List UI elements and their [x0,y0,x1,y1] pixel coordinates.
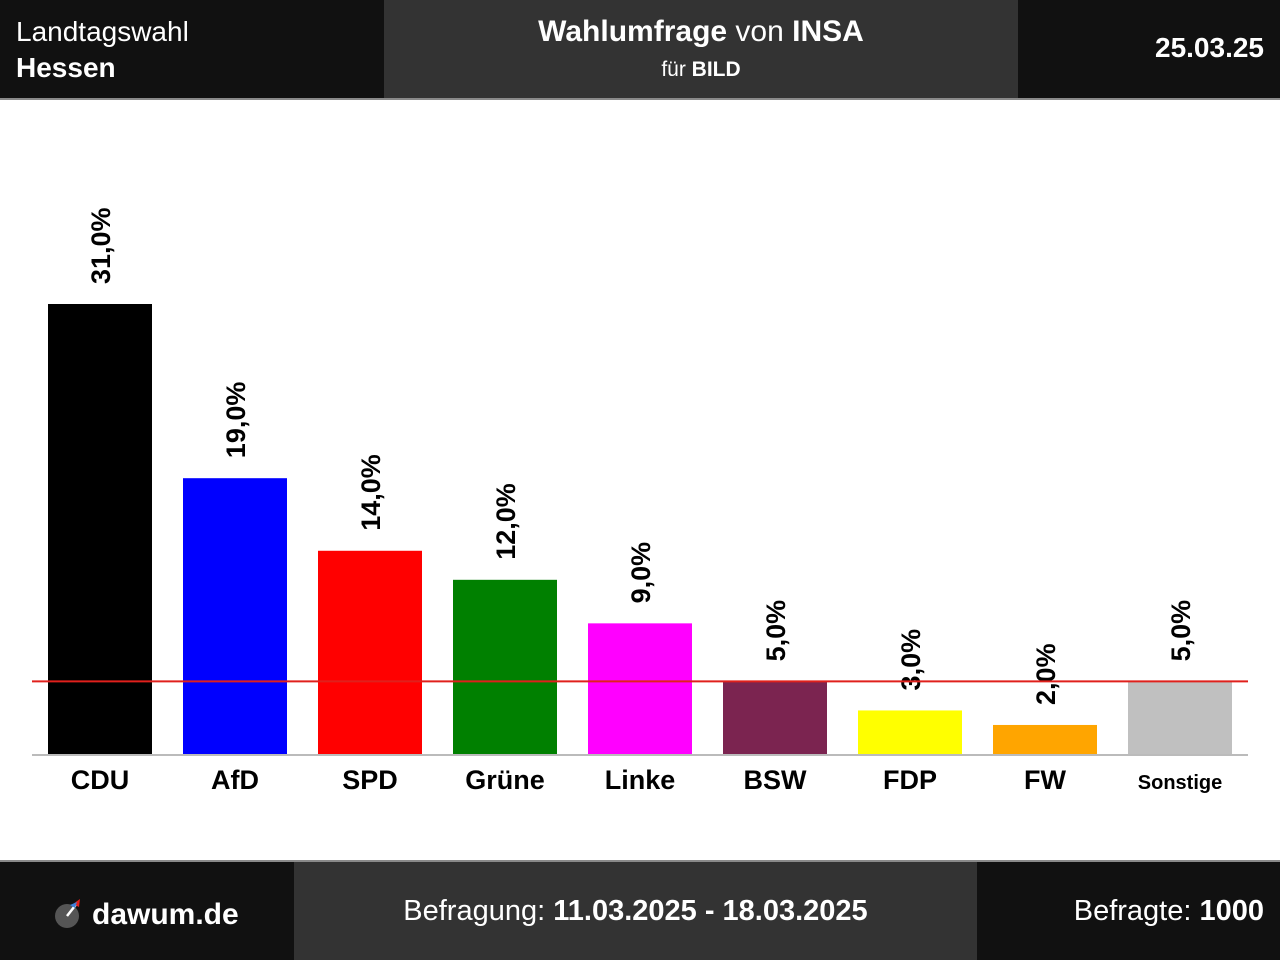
publication-date: 25.03.25 [1155,32,1264,63]
poll-title: Wahlumfrage von INSA [384,15,1018,49]
client-name: BILD [691,58,741,81]
category-label-linke: Linke [605,765,676,795]
bar-spd [318,550,422,754]
header-date-panel: 25.03.25 [1018,0,1280,98]
value-label-linke: 9,0% [626,542,656,604]
value-label-gr-ne: 12,0% [491,483,521,560]
election-type: Landtagswahl [16,16,189,47]
respondents: Befragte: 1000 [1074,895,1264,928]
bar-linke [588,623,692,754]
header: Landtagswahl Hessen Wahlumfrage von INSA… [0,0,1280,100]
value-label-bsw: 5,0% [761,600,791,662]
footer-brand-panel[interactable]: dawum.de [0,862,294,960]
fieldwork-period: Befragung: 11.03.2025 - 18.03.2025 [294,895,977,928]
category-label-bsw: BSW [744,765,808,795]
footer-respondents-panel: Befragte: 1000 [977,862,1280,960]
category-label-cdu: CDU [71,765,130,795]
value-label-fw: 2,0% [1031,643,1061,705]
category-label-fw: FW [1024,765,1066,795]
header-divider [0,98,1280,100]
fieldwork-dates: 11.03.2025 - 18.03.2025 [553,895,868,927]
header-title-panel: Wahlumfrage von INSA für BILD [384,0,1018,98]
value-label-afd: 19,0% [221,382,251,459]
category-label-gr-ne: Grüne [465,765,545,795]
poll-client: für BILD [384,58,1018,82]
footer-divider [0,860,1280,862]
bar-chart: 31,0% CDU 19,0% AfD 14,0% SPD 12,0% Grüne 9,0% Li… [32,207,1248,795]
value-label-fdp: 3,0% [896,629,926,691]
value-label-spd: 14,0% [356,454,386,531]
category-label-afd: AfD [211,765,259,795]
dawum-logo-icon [55,899,80,928]
bar-fw [993,724,1097,754]
respondents-count: 1000 [1199,895,1264,927]
brand-name: dawum.de [92,898,239,931]
footer: dawum.de Befragung: 11.03.2025 - 18.03.2… [0,860,1280,960]
value-label-sonstige: 5,0% [1166,600,1196,662]
fieldwork-label: Befragung: [403,895,546,927]
bar-sonstige [1128,681,1232,754]
bar-afd [183,478,287,754]
bar-cdu [48,304,152,754]
category-label-sonstige: Sonstige [1138,772,1222,794]
poll-title-word: Wahlumfrage [538,15,728,48]
bar-fdp [858,710,962,754]
footer-fieldwork-panel: Befragung: 11.03.2025 - 18.03.2025 [294,862,977,960]
region-name: Hessen [16,52,116,83]
bar-bsw [723,681,827,754]
bar-gr-ne [453,579,557,754]
client-prefix: für [661,58,686,81]
respondents-label: Befragte: [1073,895,1192,927]
category-label-spd: SPD [342,765,398,795]
chart-area: 31,0% CDU 19,0% AfD 14,0% SPD 12,0% Grüne 9,0% Li… [0,100,1280,860]
pollster-name: INSA [792,15,864,48]
header-election-panel: Landtagswahl Hessen [0,0,384,98]
poll-title-connector: von [735,15,784,48]
category-label-fdp: FDP [883,765,937,795]
value-label-cdu: 31,0% [86,207,116,284]
